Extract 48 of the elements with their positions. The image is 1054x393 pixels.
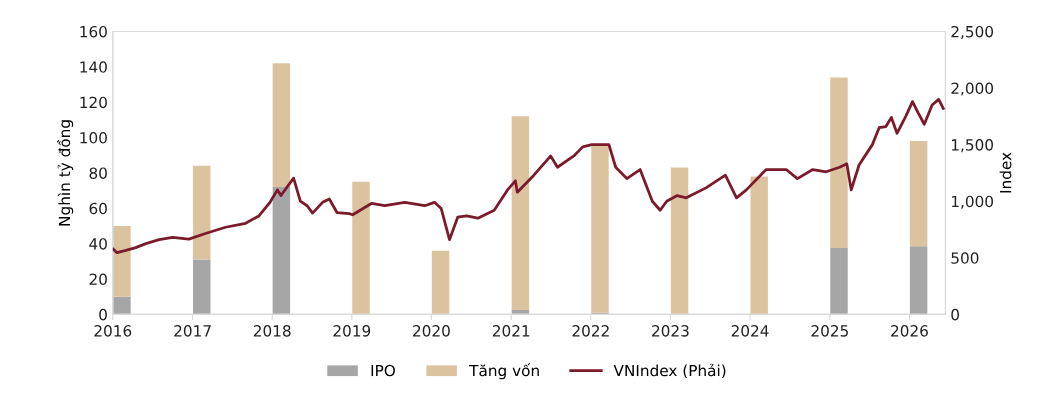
x-tick-label: 2023: [652, 325, 689, 337]
bar: [909, 141, 928, 247]
bar: [193, 259, 211, 315]
legend-label: Tăng vốn: [469, 363, 539, 380]
x-tick-label: 2019: [333, 325, 371, 337]
x-tick-label: 2021: [492, 325, 530, 337]
bar: [909, 246, 928, 315]
bar: [352, 181, 370, 315]
bar: [113, 225, 131, 297]
x-tick-label: 2018: [253, 325, 291, 337]
bar: [272, 63, 291, 188]
x-tick-label: 2025: [811, 325, 848, 337]
y-tick-label: 60: [89, 202, 107, 215]
y2-tick-label: 0: [951, 308, 960, 321]
x-tick-label: 2016: [94, 325, 132, 337]
x-tick-label: 2020: [413, 325, 450, 337]
x-tick-label: 2022: [572, 325, 609, 337]
line-series: [112, 97, 945, 255]
x-tick-label: 2024: [731, 325, 769, 337]
y2-tick-label: 1,500: [951, 139, 994, 153]
bar: [670, 167, 689, 315]
y-tick-label: 100: [80, 132, 107, 144]
y-tick-label: 0: [99, 308, 107, 321]
y2-tick-label: 500: [951, 252, 979, 264]
y2-axis-title: Index: [999, 152, 1012, 193]
y-tick-label: 140: [80, 61, 107, 73]
bar: [431, 250, 450, 315]
y-tick-label: 40: [89, 238, 107, 250]
y-tick-label: 120: [80, 96, 107, 109]
bar: [511, 116, 530, 310]
bar: [272, 187, 291, 315]
y-axis-title: Nghìn tỷ đồng: [57, 120, 74, 226]
y2-tick-label: 2,000: [951, 82, 994, 96]
legend-label: VNIndex (Phải): [613, 363, 726, 379]
y-tick-label: 80: [89, 167, 107, 179]
bar: [113, 296, 131, 315]
x-tick-label: 2026: [891, 325, 928, 337]
bar: [750, 176, 768, 315]
bar: [830, 77, 848, 249]
bar: [591, 144, 609, 313]
legend-label: IPO: [371, 364, 395, 377]
bar: [193, 165, 211, 260]
x-tick-label: 2017: [174, 325, 211, 337]
y2-tick-label: 2,500: [951, 25, 994, 40]
y2-tick-label: 1,000: [951, 195, 994, 209]
y-tick-label: 160: [80, 25, 107, 38]
y-tick-label: 20: [89, 273, 107, 286]
bar: [830, 248, 848, 315]
